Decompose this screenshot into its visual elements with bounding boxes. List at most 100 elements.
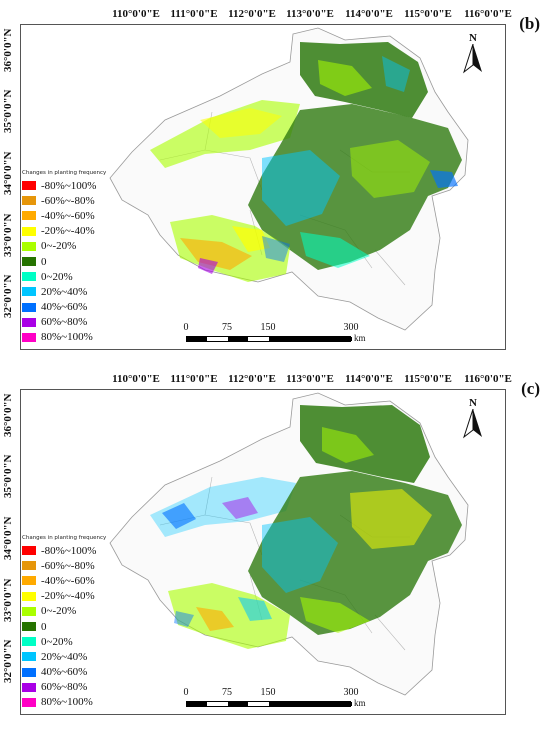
legend-item: 0~-20% (22, 604, 106, 619)
scale-tick-label: 150 (260, 322, 276, 333)
longitude-label: 116°0'0"E (464, 8, 512, 20)
legend-title: Changes in planting frequency (22, 170, 107, 176)
cropland-zone-south (170, 215, 290, 282)
legend-item: -80%~100% (22, 178, 106, 193)
legend-item: 60%~80% (22, 315, 106, 330)
legend-swatch (22, 272, 36, 282)
scale-unit: km (354, 698, 366, 708)
crop-frequency-map (109, 27, 469, 331)
longitude-label: 114°0'0"E (345, 8, 393, 20)
legend-swatch (22, 211, 36, 221)
legend: Changes in planting frequency -80%~100% … (22, 535, 106, 710)
scale-tick-label: 75 (222, 322, 232, 333)
legend-swatch (22, 287, 36, 297)
legend-label: 0 (41, 620, 47, 633)
map-frame (20, 24, 506, 350)
legend-label: 60%~80% (41, 681, 88, 694)
north-label: N (469, 397, 477, 409)
scale-tick-label: 0 (183, 322, 189, 333)
cropland-zone-central (248, 471, 462, 635)
cropland-zone-north (300, 42, 428, 118)
scale-bar: 0 75 150 300 km (183, 322, 366, 343)
scale-bar-ticks: 0 75 150 300 (183, 322, 359, 336)
legend-item: 80%~100% (22, 330, 106, 345)
cropland-zone-south (168, 583, 290, 649)
legend-item: 20%~40% (22, 284, 106, 299)
legend-item: -40%~-60% (22, 208, 106, 223)
legend-label: -40%~-60% (41, 209, 95, 222)
legend-label: -60%~-80% (41, 194, 95, 207)
legend-item: -60%~-80% (22, 558, 106, 573)
legend-label: 0~-20% (41, 240, 77, 253)
longitude-label: 111°0'0"E (170, 8, 218, 20)
legend-label: 0~-20% (41, 605, 77, 618)
longitude-label: 115°0'0"E (404, 373, 452, 385)
legend-item: 0~20% (22, 634, 106, 649)
scale-bar-ticks: 0 75 150 300 (183, 687, 359, 701)
legend-label: 40%~60% (41, 301, 88, 314)
longitude-label: 112°0'0"E (228, 373, 276, 385)
longitude-label: 116°0'0"E (464, 373, 512, 385)
longitude-label: 115°0'0"E (404, 8, 452, 20)
legend-swatch (22, 241, 36, 251)
scale-tick-label: 75 (222, 687, 232, 698)
legend-label: -80%~100% (41, 544, 97, 557)
scale-unit: km (354, 333, 366, 343)
north-arrow: N (462, 397, 484, 444)
legend-swatch (22, 561, 36, 571)
legend-label: -60%~-80% (41, 559, 95, 572)
map-panel-c: 110°0'0"E 111°0'0"E 112°0'0"E 113°0'0"E … (0, 365, 550, 730)
legend-label: 0~20% (41, 270, 73, 283)
scale-tick-label: 300 (343, 322, 359, 333)
legend-item: 0 (22, 254, 106, 269)
north-arrow-icon (463, 43, 482, 74)
legend-label: 0~20% (41, 635, 73, 648)
longitude-label: 113°0'0"E (286, 373, 334, 385)
legend-swatch (22, 622, 36, 632)
legend-label: -40%~-60% (41, 574, 95, 587)
legend-swatch (22, 302, 36, 312)
legend-item: -20%~-40% (22, 589, 106, 604)
legend-swatch (22, 606, 36, 616)
scale-bar-graphic (186, 701, 352, 707)
legend-label: 40%~60% (41, 666, 88, 679)
longitude-label: 114°0'0"E (345, 373, 393, 385)
longitude-label: 111°0'0"E (170, 373, 218, 385)
north-label: N (469, 32, 477, 44)
legend-label: 20%~40% (41, 650, 88, 663)
legend-swatch (22, 637, 36, 647)
cropland-zone-west (150, 100, 300, 168)
legend-swatch (22, 682, 36, 692)
legend-item: -20%~-40% (22, 224, 106, 239)
legend-swatch (22, 332, 36, 342)
cropland-zone-central (248, 104, 462, 270)
legend-swatch (22, 181, 36, 191)
legend: Changes in planting frequency -80%~100% … (22, 170, 106, 345)
legend-item: 60%~80% (22, 680, 106, 695)
legend-label: 20%~40% (41, 285, 88, 298)
legend-swatch (22, 257, 36, 267)
legend-item: 40%~60% (22, 665, 106, 680)
map-panel-b: 110°0'0"E 111°0'0"E 112°0'0"E 113°0'0"E … (2, 8, 540, 350)
crop-frequency-map (109, 392, 469, 696)
legend-label: 60%~80% (41, 316, 88, 329)
legend-label: 0 (41, 255, 47, 268)
legend-swatch (22, 546, 36, 556)
legend-item: 80%~100% (22, 695, 106, 710)
scale-bar: 0 75 150 300 km (183, 687, 366, 708)
legend-swatch (22, 226, 36, 236)
scale-tick-label: 150 (260, 687, 276, 698)
north-arrow: N (462, 32, 484, 79)
legend-item: 20%~40% (22, 649, 106, 664)
legend-label: -20%~-40% (41, 225, 95, 238)
legend-swatch (22, 667, 36, 677)
longitude-label: 112°0'0"E (228, 8, 276, 20)
map-frame (20, 389, 506, 715)
legend-item: -80%~100% (22, 543, 106, 558)
legend-item: 40%~60% (22, 300, 106, 315)
legend-label: -20%~-40% (41, 590, 95, 603)
scale-tick-label: 0 (183, 687, 189, 698)
legend-swatch (22, 697, 36, 707)
legend-swatch (22, 317, 36, 327)
legend-swatch (22, 196, 36, 206)
